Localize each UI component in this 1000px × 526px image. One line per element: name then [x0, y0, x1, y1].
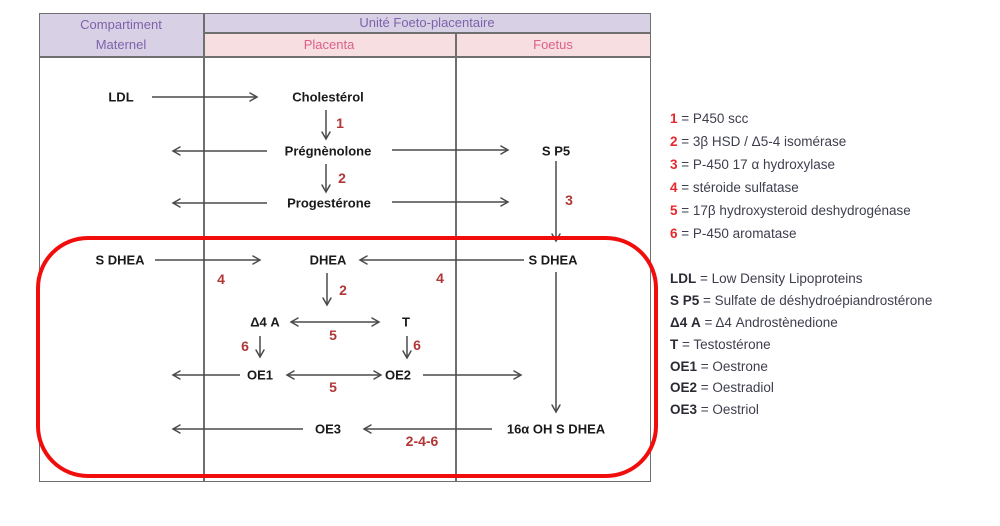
- legend-abbr-key: OE2: [670, 380, 698, 396]
- step-label-2: 2: [338, 170, 346, 186]
- legend-abbr-key: S P5: [670, 293, 700, 309]
- node-pregnenolone: Prégnènolone: [284, 143, 372, 159]
- node-sdhea-maternal: S DHEA: [95, 252, 145, 268]
- foetus-label: Foetus: [533, 36, 573, 52]
- legend-enzyme-row: 2 = 3β HSD / Δ5-4 isomérase: [670, 130, 911, 153]
- node-ldl: LDL: [108, 89, 134, 105]
- legend-abbr-text: = Low Density Lipoproteins: [696, 271, 863, 287]
- legend-enzyme-text: = 3β HSD / Δ5-4 isomérase: [677, 134, 847, 149]
- legend-enzyme-num: 5: [670, 203, 678, 218]
- maternal-compartment-line2: Maternel: [95, 36, 147, 52]
- node-testosterone: T: [402, 314, 410, 330]
- step-label-2-dhea: 2: [339, 282, 347, 298]
- step-label-6-left: 6: [241, 338, 249, 354]
- step-label-6-right: 6: [413, 337, 421, 353]
- legend-enzyme-row: 3 = P-450 17 α hydroxylase: [670, 153, 911, 176]
- legend-abbr-text: = Oestrone: [697, 358, 768, 374]
- divider-placenta-foetus: [455, 32, 457, 482]
- divider-under-unit-title: [203, 32, 651, 34]
- step-label-2-4-6: 2-4-6: [405, 433, 439, 449]
- legend-abbr-row: S P5 = Sulfate de déshydroépiandrostéron…: [670, 290, 932, 312]
- table-border: [39, 13, 651, 482]
- legend-enzyme-row: 1 = P450 scc: [670, 107, 911, 130]
- header-cell-fetoplacental-unit: Unité Foeto-placentaire: [203, 13, 651, 32]
- legend-abbr-text: = Testostérone: [678, 336, 771, 352]
- node-sdhea-foetal: S DHEA: [528, 252, 578, 268]
- legend-abbr-text: = Sulfate de déshydroépiandrostérone: [699, 293, 933, 309]
- header-cell-maternal-compartment: Compartiment Maternel: [39, 13, 203, 56]
- legend-abbr-row: Δ4 A = Δ4 Androstènedione: [670, 312, 932, 334]
- legend-enzyme-num: 6: [670, 226, 678, 241]
- node-sp5: S P5: [541, 143, 571, 159]
- legend-enzyme-text: = P450 scc: [677, 111, 749, 126]
- divider-maternal-placenta: [203, 13, 205, 482]
- step-label-4-foetal: 4: [436, 270, 444, 286]
- legend-enzymes: 1 = P450 scc 2 = 3β HSD / Δ5-4 isomérase…: [670, 107, 911, 245]
- node-delta4-androstenedione: Δ4 A: [250, 314, 280, 330]
- legend-abbr-key: OE1: [670, 358, 698, 374]
- node-oe1: OE1: [246, 367, 274, 383]
- node-oe3: OE3: [314, 421, 342, 437]
- legend-abbr-text: = Oestradiol: [697, 380, 774, 396]
- legend-abbr-row: T = Testostérone: [670, 333, 932, 355]
- legend-abbr-row: OE2 = Oestradiol: [670, 377, 932, 399]
- node-progesterone: Progestérone: [287, 195, 371, 211]
- fetoplacental-unit-title: Unité Foeto-placentaire: [359, 15, 495, 30]
- node-cholesterol: Cholestérol: [292, 89, 364, 105]
- legend-enzyme-num: 4: [670, 180, 678, 195]
- header-cell-foetus: Foetus: [455, 32, 651, 56]
- legend-enzyme-row: 4 = stéroide sulfatase: [670, 176, 911, 199]
- legend-enzyme-num: 2: [670, 134, 678, 149]
- header-cell-placenta: Placenta: [203, 32, 455, 56]
- legend-abbr-text: = Oestriol: [697, 402, 759, 418]
- legend-abbreviations: LDL = Low Density Lipoproteins S P5 = Su…: [670, 268, 932, 421]
- step-label-5-delta4a-t: 5: [329, 327, 337, 343]
- step-label-5-oe1-oe2: 5: [329, 379, 337, 395]
- legend-enzyme-num: 3: [670, 157, 678, 172]
- step-label-1: 1: [336, 115, 344, 131]
- step-label-3: 3: [565, 192, 573, 208]
- legend-abbr-key: OE3: [670, 402, 698, 418]
- legend-enzyme-row: 5 = 17β hydroxysteroid deshydrogénase: [670, 199, 911, 222]
- legend-enzyme-text: = P-450 aromatase: [677, 226, 797, 241]
- step-label-4-maternal: 4: [217, 271, 225, 287]
- legend-abbr-key: Δ4 A: [670, 314, 701, 330]
- node-16a-oh-s-dhea: 16α OH S DHEA: [506, 421, 606, 437]
- legend-abbr-row: LDL = Low Density Lipoproteins: [670, 268, 932, 290]
- legend-enzyme-num: 1: [670, 111, 678, 126]
- legend-enzyme-text: = 17β hydroxysteroid deshydrogénase: [677, 203, 911, 218]
- legend-abbr-key: LDL: [670, 271, 697, 287]
- legend-abbr-text: = Δ4 Androstènedione: [700, 314, 838, 330]
- node-dhea: DHEA: [309, 252, 347, 268]
- highlight-ring: [36, 236, 658, 478]
- node-oe2: OE2: [384, 367, 412, 383]
- legend-abbr-key: T: [670, 336, 679, 352]
- legend-abbr-row: OE3 = Oestriol: [670, 399, 932, 421]
- legend-enzyme-row: 6 = P-450 aromatase: [670, 222, 911, 245]
- maternal-compartment-line1: Compartiment: [80, 16, 162, 32]
- placenta-label: Placenta: [303, 36, 355, 52]
- legend-enzyme-text: = stéroide sulfatase: [677, 180, 799, 195]
- divider-under-header: [39, 56, 651, 58]
- legend-abbr-row: OE1 = Oestrone: [670, 355, 932, 377]
- legend-enzyme-text: = P-450 17 α hydroxylase: [677, 157, 836, 172]
